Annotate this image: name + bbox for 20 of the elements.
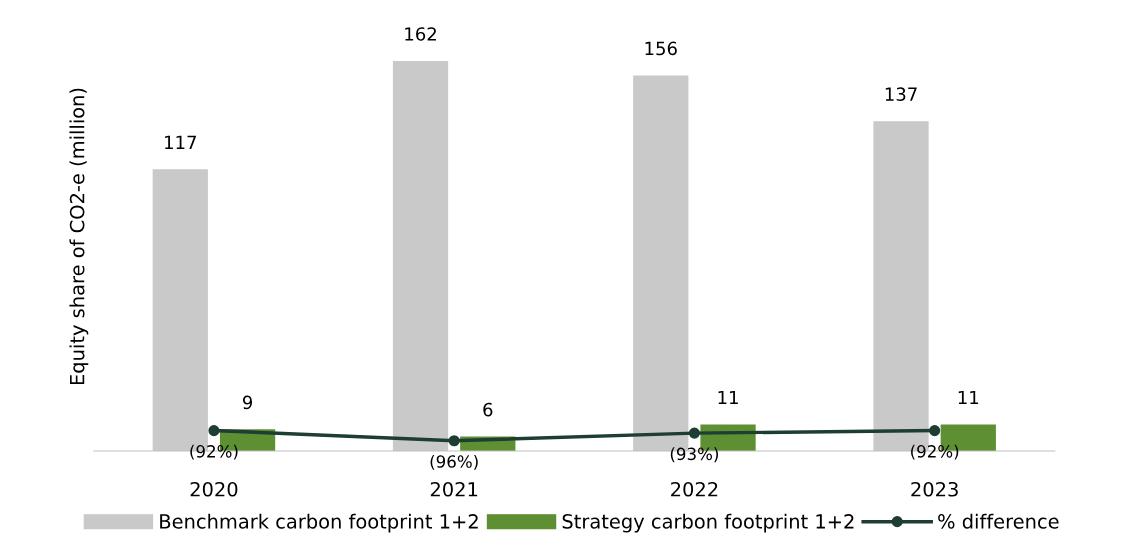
data-label: 9 xyxy=(242,395,253,410)
x-tick-label: 2022 xyxy=(671,481,718,497)
x-tick-label: 2021 xyxy=(430,481,478,497)
data-label: 137 xyxy=(885,87,917,102)
data-label: 117 xyxy=(165,135,196,149)
data-label: 11 xyxy=(958,390,979,405)
data-label: 162 xyxy=(405,27,436,41)
legend-label: % difference xyxy=(938,513,1059,529)
data-label: (92%) xyxy=(190,444,238,460)
legend-label: Benchmark carbon footprint 1+2 xyxy=(160,513,478,533)
data-label: 6 xyxy=(483,402,493,417)
data-label: 11 xyxy=(718,390,738,405)
data-label: 156 xyxy=(645,41,677,56)
data-label: (92%) xyxy=(911,444,959,460)
y-axis-title: Equity share of CO2-e (million) xyxy=(69,88,89,385)
x-tick-label: 2023 xyxy=(911,481,958,497)
data-label: (96%) xyxy=(430,454,478,470)
data-label: (93%) xyxy=(670,447,718,463)
x-tick-label: 2020 xyxy=(190,481,238,497)
legend-label: Strategy carbon footprint 1+2 xyxy=(562,513,854,533)
